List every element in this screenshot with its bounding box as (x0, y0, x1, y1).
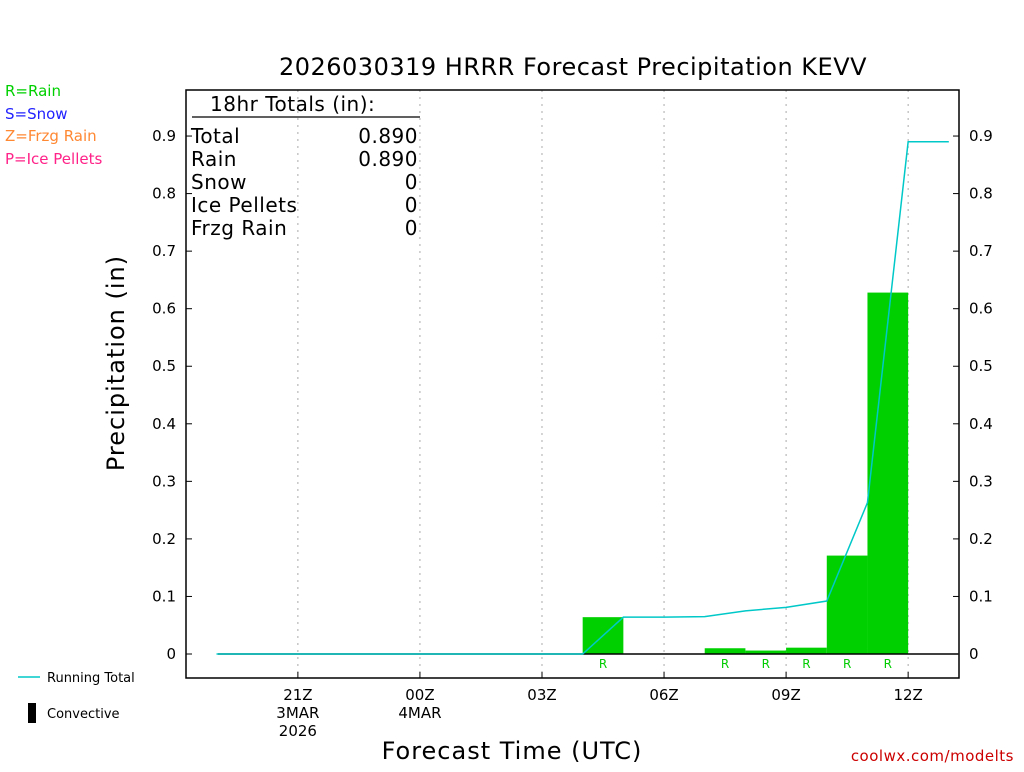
totals-label: Frzg Rain (191, 216, 287, 240)
y-tick-label: 0.6 (152, 300, 176, 318)
y-tick-label-right: 0.2 (969, 530, 993, 548)
y-axis-label: Precipitation (in) (102, 255, 130, 471)
y-tick-label: 0.1 (152, 587, 176, 605)
rain-bar (826, 555, 868, 654)
x-tick-label: 2026 (279, 722, 317, 740)
y-tick-label: 0.3 (152, 472, 176, 490)
y-tick-label: 0.5 (152, 357, 176, 375)
totals-value: 0 (405, 216, 418, 240)
legend-frzg-rain: Z=Frzg Rain (5, 127, 97, 145)
x-tick-label: 00Z (405, 686, 434, 704)
precip-type-label: R (843, 657, 851, 671)
legend-convective-swatch (28, 703, 36, 723)
y-tick-label: 0.7 (152, 242, 176, 260)
y-tick-label-right: 0.5 (969, 357, 993, 375)
precip-type-label: R (762, 657, 770, 671)
precip-type-label: R (884, 657, 892, 671)
y-tick-label: 0.8 (152, 185, 176, 203)
totals-value: 0.890 (358, 147, 418, 171)
totals-value: 0.890 (358, 124, 418, 148)
legend-running-total: Running Total (47, 671, 135, 686)
totals-value: 0 (405, 193, 418, 217)
rain-bar (704, 648, 746, 654)
x-tick-label: 3MAR (276, 704, 319, 722)
totals-box: 18hr Totals (in): Total 0.890 Rain 0.890… (190, 92, 420, 240)
grid-lines (297, 90, 909, 678)
running-total-line (216, 141, 949, 655)
totals-label: Ice Pellets (191, 193, 297, 217)
y-tick-label: 0.2 (152, 530, 176, 548)
y-tick-label-right: 0.4 (969, 415, 993, 433)
plot-frame (185, 89, 960, 679)
rain-bar (745, 650, 787, 654)
y-tick-label-right: 0.3 (969, 472, 993, 490)
x-tick-label: 06Z (649, 686, 678, 704)
x-tick-label: 21Z (283, 686, 312, 704)
legend-rain: R=Rain (5, 82, 61, 100)
rain-bar (786, 647, 827, 654)
precip-type-label: R (599, 657, 607, 671)
totals-label: Rain (191, 147, 237, 171)
rain-bar (867, 292, 909, 654)
totals-value: 0 (405, 170, 418, 194)
y-tick-label-right: 0.9 (969, 127, 993, 145)
x-tick-label: 4MAR (398, 704, 441, 722)
x-tick-label: 09Z (771, 686, 800, 704)
y-tick-label-right: 0.7 (969, 242, 993, 260)
y-tick-label: 0 (166, 645, 176, 663)
legend-convective: Convective (47, 707, 120, 722)
legend-ice-pellets: P=Ice Pellets (5, 150, 102, 168)
totals-label: Snow (191, 170, 247, 194)
y-axis-ticks: 0 00.1 0.10.2 0.20.3 0.30.4 0.40.5 0.50.6 0.60.… (152, 127, 993, 663)
chart-title: 2026030319 HRRR Forecast Precipitation K… (279, 53, 867, 81)
precip-type-label: R (802, 657, 810, 671)
x-tick-label: 12Z (893, 686, 922, 704)
y-tick-label-right: 0.6 (969, 300, 993, 318)
precip-type-label: R (721, 657, 729, 671)
y-tick-label-right: 0 (969, 645, 979, 663)
precip-bars (582, 292, 909, 654)
y-tick-label: 0.4 (152, 415, 176, 433)
y-tick-label-right: 0.8 (969, 185, 993, 203)
y-tick-label-right: 0.1 (969, 587, 993, 605)
legend-snow: S=Snow (5, 105, 68, 123)
totals-header: 18hr Totals (in): (210, 92, 375, 116)
x-tick-label: 03Z (527, 686, 556, 704)
watermark-url: coolwx.com/modelts (851, 747, 1014, 765)
x-axis-label: Forecast Time (UTC) (382, 737, 643, 765)
y-tick-label: 0.9 (152, 127, 176, 145)
totals-label: Total (190, 124, 240, 148)
